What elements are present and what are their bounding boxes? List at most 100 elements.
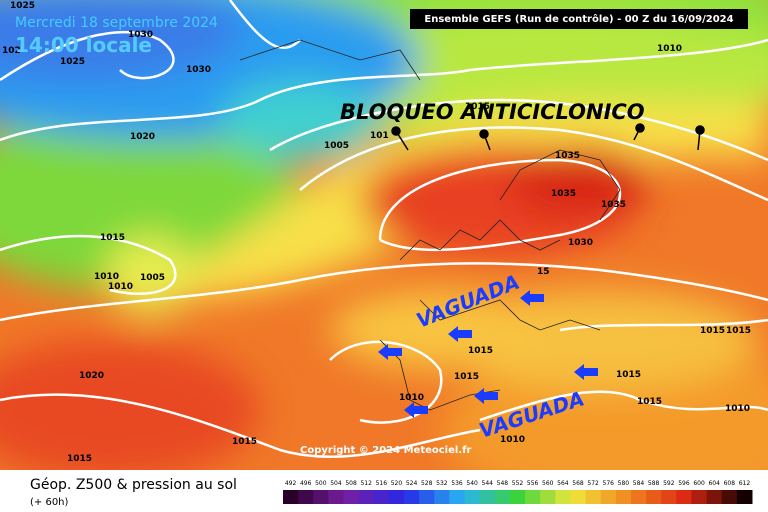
scale-swatch (509, 490, 526, 504)
scale-label: 604 (708, 480, 720, 487)
scale-label: 568 (572, 480, 584, 487)
isobar-label: 101 (370, 131, 389, 141)
isobar-label: 1035 (555, 151, 580, 161)
isobar-label: 1010 (657, 44, 682, 54)
scale-label: 564 (557, 480, 569, 487)
scale-label: 548 (497, 480, 509, 487)
isobar-label: 1015 (726, 326, 751, 336)
valid-time: 14:00 locale (15, 33, 152, 57)
scale-swatch (630, 490, 647, 504)
scale-label: 596 (678, 480, 690, 487)
scale-swatch (525, 490, 541, 504)
isobar-label: 1015 (637, 397, 662, 407)
scale-swatch (706, 490, 723, 504)
scale-swatch (570, 490, 587, 504)
arrows (378, 290, 598, 418)
run-banner (410, 9, 748, 29)
scale-label: 552 (512, 480, 524, 487)
scale-label: 576 (603, 480, 615, 487)
scale-label: 524 (406, 480, 418, 487)
scale-label: 500 (315, 480, 327, 487)
isobar-label: 1015 (700, 326, 725, 336)
isobar-label: 1025 (10, 1, 35, 11)
isobar-label: 1035 (601, 200, 626, 210)
scale-label: 504 (330, 480, 342, 487)
footer-lead: (+ 60h) (30, 497, 69, 508)
isobar-label: 1015 (616, 370, 641, 380)
isobar-label: 1010 (94, 272, 119, 282)
scale-label: 508 (345, 480, 357, 487)
scale-swatch (555, 490, 571, 504)
copyright: Copyright © 2024 Meteociel.fr (300, 445, 471, 456)
color-scale: 492 496 500 504 508 512 516 520 524 528 532 536 540 5… (283, 480, 753, 504)
scale-swatch (494, 490, 511, 504)
scale-label: 612 (739, 480, 751, 487)
blocking-label: BLOQUEO ANTICICLONICO (340, 100, 645, 124)
isobar-label: 1005 (140, 273, 165, 283)
scale-swatch (343, 490, 360, 504)
scale-label: 532 (436, 480, 448, 487)
pins (391, 123, 705, 151)
scale-swatch (328, 490, 345, 504)
isobar-label: 1005 (324, 141, 349, 151)
scale-swatch (388, 490, 405, 504)
isobar-label: 1015 (232, 437, 257, 447)
isobar-label: 1015 (454, 372, 479, 382)
scale-swatch (661, 490, 677, 504)
scale-swatch (691, 490, 708, 504)
scale-label: 592 (663, 480, 675, 487)
scale-label: 600 (693, 480, 705, 487)
scale-label: 496 (300, 480, 312, 487)
scale-swatch (449, 490, 466, 504)
isobar-label: 1010 (399, 393, 424, 403)
scale-label: 528 (421, 480, 433, 487)
isobar-label: 1030 (568, 238, 593, 248)
isobar-label: 1020 (79, 371, 104, 381)
isobar-label: 1010 (108, 282, 133, 292)
scale-swatch (479, 490, 496, 504)
scale-swatch (313, 490, 329, 504)
scale-label: 520 (391, 480, 403, 487)
scale-swatch (434, 490, 450, 504)
isobar-label: 1035 (551, 189, 576, 199)
isobar-label: 1015 (67, 454, 92, 464)
scale-label: 540 (466, 480, 478, 487)
valid-date: Mercredi 18 septembre 2024 (15, 15, 218, 31)
scale-swatch (419, 490, 435, 504)
scale-swatch (540, 490, 556, 504)
scale-label: 492 (285, 480, 297, 487)
scale-swatch (373, 490, 390, 504)
scale-label: 560 (542, 480, 554, 487)
scale-label: 536 (451, 480, 463, 487)
scale-swatch (283, 490, 299, 504)
isobar-label: 1015 (465, 102, 490, 112)
isobar-label: 1010 (725, 404, 750, 414)
isobar-label: 1010 (500, 435, 525, 445)
scale-label: 580 (618, 480, 630, 487)
scale-swatch (615, 490, 632, 504)
isobar-label: 1015 (100, 233, 125, 243)
scale-swatch (721, 490, 738, 504)
coastlines (239, 39, 621, 411)
scale-swatch (298, 490, 314, 504)
isobar-label: 1030 (128, 30, 153, 40)
scale-swatch (464, 490, 481, 504)
isobar-label: 15 (537, 267, 550, 277)
scale-label: 512 (360, 480, 372, 487)
scale-label: 516 (376, 480, 388, 487)
scale-swatch (358, 490, 375, 504)
scale-label: 588 (648, 480, 660, 487)
scale-swatch (736, 490, 753, 504)
isobar-label: 1020 (130, 132, 155, 142)
isobar-label: 1015 (468, 346, 493, 356)
isobar-label: 102 (2, 46, 21, 56)
scale-swatch (646, 490, 662, 504)
isobar-label: 1025 (60, 57, 85, 67)
scale-label: 608 (724, 480, 736, 487)
scale-label: 556 (527, 480, 539, 487)
scale-swatch (585, 490, 602, 504)
scale-label: 584 (633, 480, 645, 487)
scale-label: 572 (587, 480, 599, 487)
